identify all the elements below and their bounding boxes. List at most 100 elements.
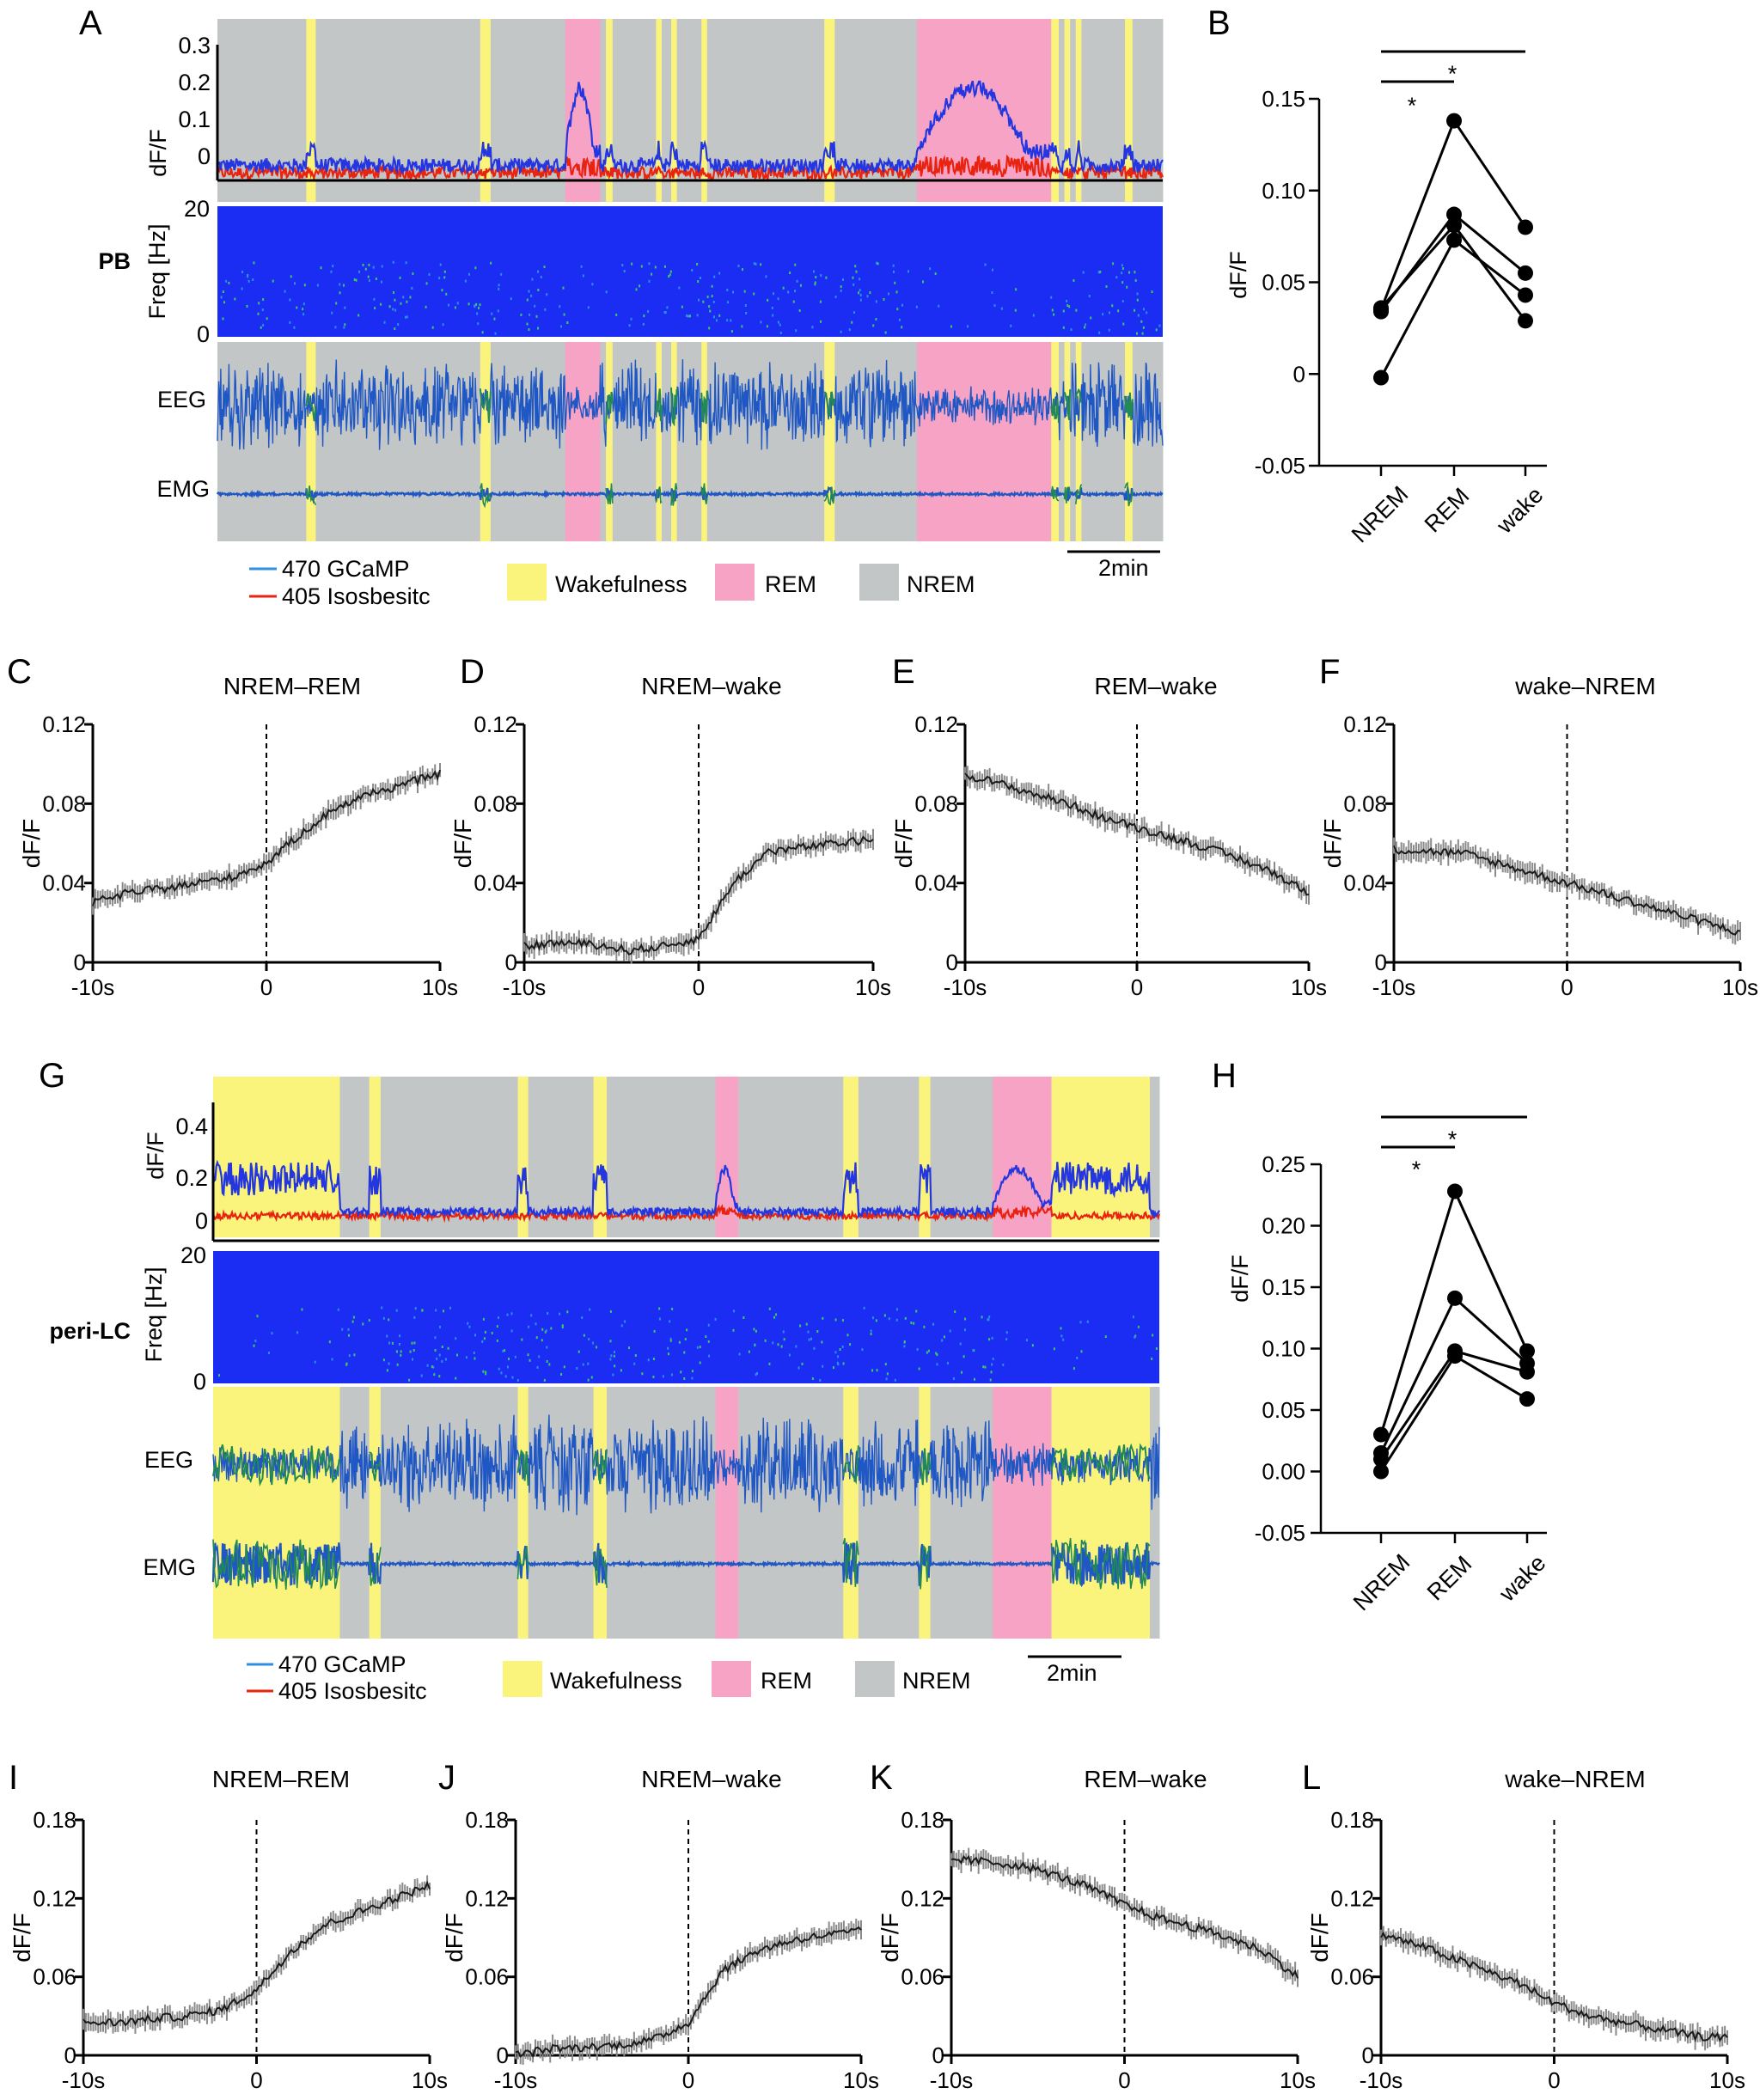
spectrogram-power-dot: [438, 277, 441, 280]
hypnogram-segment-wake: [701, 19, 708, 202]
spectrogram-power-dot: [411, 286, 413, 290]
spectrogram-power-dot: [875, 1319, 877, 1322]
spectrogram-power-dot: [433, 1373, 436, 1377]
spectrogram-power-dot: [372, 266, 375, 269]
spectrogram-power-dot: [455, 1337, 457, 1340]
spectrogram-background: [213, 1251, 1159, 1383]
eeg-signal: [212, 1414, 1160, 1516]
spectrogram-power-dot: [775, 1313, 778, 1316]
spectrogram-power-dot: [688, 314, 691, 318]
spectrogram-power-dot: [426, 1364, 429, 1367]
data-point: [1446, 217, 1462, 234]
spectrogram-power-dot: [247, 275, 249, 278]
spectrogram-power-dot: [934, 272, 937, 276]
spectrogram-power-dot: [412, 272, 414, 276]
spectrogram-power-dot: [609, 1358, 612, 1361]
emg-signal-wake: [368, 1547, 382, 1586]
spectrogram-power-dot: [248, 279, 250, 283]
emg-signal-wake: [480, 483, 492, 509]
spectrogram-power-dot: [613, 1350, 615, 1353]
spectrogram-power-dot: [834, 296, 837, 299]
spectrogram-power-dot: [819, 300, 822, 303]
spectrogram-power-dot: [647, 310, 650, 314]
hypnogram-segment-wake: [1125, 19, 1134, 202]
spectrogram-power-dot: [537, 289, 540, 292]
region-label: peri-LC: [50, 1318, 131, 1344]
eeg-label: EEG: [157, 387, 206, 412]
chart-title: wake–NREM: [1504, 1766, 1645, 1792]
spectrogram-power-dot: [260, 326, 262, 329]
significance-bars: [1381, 50, 1525, 83]
y-tick-label: 0.06: [33, 1964, 76, 1990]
hypnogram-segment-nrem: [676, 342, 702, 541]
spectrogram-power-dot: [380, 302, 382, 306]
spectrogram-power-dot: [810, 1337, 813, 1340]
x-tick-label-nrem: NREM: [1347, 481, 1413, 547]
gcamp-trace: [211, 1158, 1160, 1219]
spectrogram-power-dot: [711, 284, 713, 288]
x-tick-label: -10s: [62, 2067, 106, 2093]
spectrogram-power-dot: [223, 301, 225, 304]
spectrogram-power-dot: [871, 1369, 874, 1372]
spectrogram-power-dot: [449, 1306, 452, 1309]
spectrogram-power-dot: [222, 317, 224, 320]
paired-lines: [1379, 1187, 1529, 1473]
spectrogram-power-dot: [658, 1307, 661, 1310]
spectrogram-power-dot: [859, 289, 861, 292]
spectrogram-power-dot: [991, 1363, 993, 1366]
spectrogram-power-dot: [908, 270, 910, 273]
legend-gcamp-label: 470 GCaMP: [282, 556, 410, 582]
spectrogram-power-dot: [1141, 332, 1144, 335]
emg-signal-wake: [212, 1539, 341, 1590]
panel-letter-F: F: [1319, 653, 1340, 691]
data-point: [1519, 1364, 1535, 1380]
hypnogram-segment-wake: [1051, 1077, 1151, 1237]
spectrogram-power-dot: [952, 1377, 955, 1380]
spectrogram-power-dot: [964, 1317, 967, 1321]
spectrogram-power-dot: [262, 323, 265, 327]
spectrogram-power-dot: [438, 1375, 441, 1378]
spectrogram-power-dot: [382, 1358, 385, 1362]
fiber-photometry-signal: [216, 80, 1164, 182]
spectrogram-power-dot: [528, 290, 530, 293]
spectrogram-power-dot: [685, 314, 688, 317]
spectrogram-power-dot: [935, 1352, 938, 1355]
hypnogram-segment-rem: [917, 19, 1052, 202]
spectrogram-power-dot: [901, 303, 903, 307]
spectrogram-power-dot: [1115, 276, 1118, 279]
spectrogram-power-dot: [364, 267, 367, 271]
spectrogram-power-dot: [811, 326, 814, 329]
y-tick-label: 0.18: [901, 1807, 944, 1833]
spectrogram-power-dot: [434, 1349, 437, 1352]
spectrogram-power-dot: [788, 1353, 791, 1357]
spectrogram-power-dot: [353, 1353, 356, 1357]
spectrogram-power-dot: [1086, 1320, 1089, 1323]
spectrogram-power-dot: [1134, 308, 1136, 312]
spectrogram-power-dot: [869, 291, 871, 295]
spectrogram-power-dot: [483, 1337, 486, 1340]
spectrogram-power-dot: [822, 1316, 824, 1320]
spectrogram-power-dot: [1005, 1331, 1008, 1334]
spectrogram-power-dot: [1121, 300, 1124, 303]
spectrogram-power-dot: [474, 266, 477, 270]
spectrogram-power-dot: [726, 288, 729, 291]
spectrogram-power-dot: [561, 1324, 564, 1328]
eeg-signal-wake: [670, 387, 678, 427]
spectrogram-power-dot: [753, 292, 755, 296]
panel-letter-B: B: [1207, 4, 1231, 42]
spectrogram-power-dot: [1062, 309, 1065, 313]
spectrogram-power-dot: [753, 1328, 755, 1331]
spectrogram-power-dot: [1076, 1356, 1079, 1359]
spectrogram-power-dot: [915, 1309, 918, 1313]
spectrogram-power-dot: [225, 279, 228, 283]
spectrogram-power-dot: [473, 1351, 475, 1354]
spectrogram-power-dot: [640, 265, 643, 268]
y-ticks: -0.05 0 0.05 0.10 0.15: [1255, 86, 1319, 479]
y-tick-label: 0.12: [1343, 711, 1387, 737]
spectrogram-power-dot: [715, 319, 718, 322]
spectrogram-power-dot: [543, 1378, 546, 1382]
spectrogram-power-dot: [257, 312, 260, 315]
legend-wake-label: Wakefulness: [550, 1668, 682, 1694]
emg-signal-wake: [516, 1545, 529, 1579]
